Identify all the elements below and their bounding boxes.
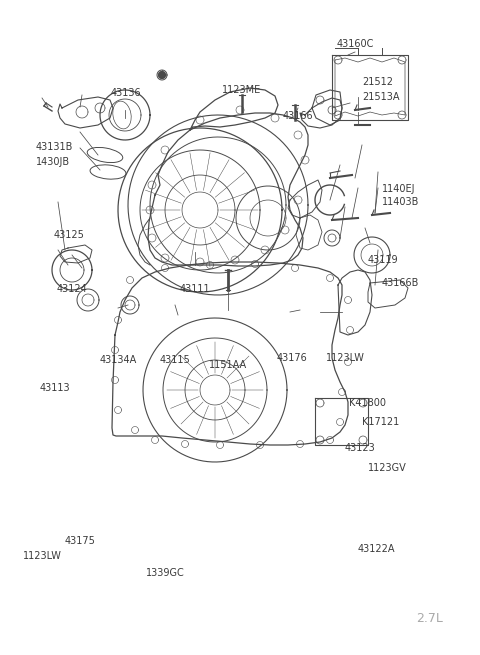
Text: 1123GV: 1123GV [368,463,407,473]
Text: 1140EJ: 1140EJ [382,184,416,194]
Text: 43124: 43124 [57,284,87,294]
Text: 1123ME: 1123ME [222,85,262,95]
Text: 43113: 43113 [40,383,70,393]
Text: 43175: 43175 [65,536,96,546]
Text: 43166B: 43166B [382,278,420,288]
Text: 2.7L: 2.7L [417,612,444,624]
Text: 1123LW: 1123LW [23,551,61,561]
Text: 43160C: 43160C [336,39,374,49]
Text: 43122A: 43122A [358,544,396,554]
Text: 43125: 43125 [54,230,85,240]
Text: 43111: 43111 [180,284,210,294]
Text: 43166: 43166 [283,111,313,121]
Text: 43134A: 43134A [99,355,137,365]
Text: 43131B: 43131B [36,142,73,152]
Text: 11403B: 11403B [382,197,420,207]
Text: K41800: K41800 [349,398,386,408]
Circle shape [158,71,166,79]
Text: 43115: 43115 [160,355,191,365]
Text: 43123: 43123 [345,443,376,453]
Text: 43176: 43176 [276,353,307,363]
Text: 1123LW: 1123LW [325,353,364,363]
Text: 21513A: 21513A [362,92,399,102]
Text: K17121: K17121 [362,417,399,427]
Text: 21512: 21512 [362,77,393,87]
Text: 1339GC: 1339GC [145,568,184,578]
Text: 1151AA: 1151AA [209,360,247,370]
Text: 43119: 43119 [368,255,398,265]
Text: 1430JB: 1430JB [36,157,70,167]
Text: 43136: 43136 [111,88,141,98]
